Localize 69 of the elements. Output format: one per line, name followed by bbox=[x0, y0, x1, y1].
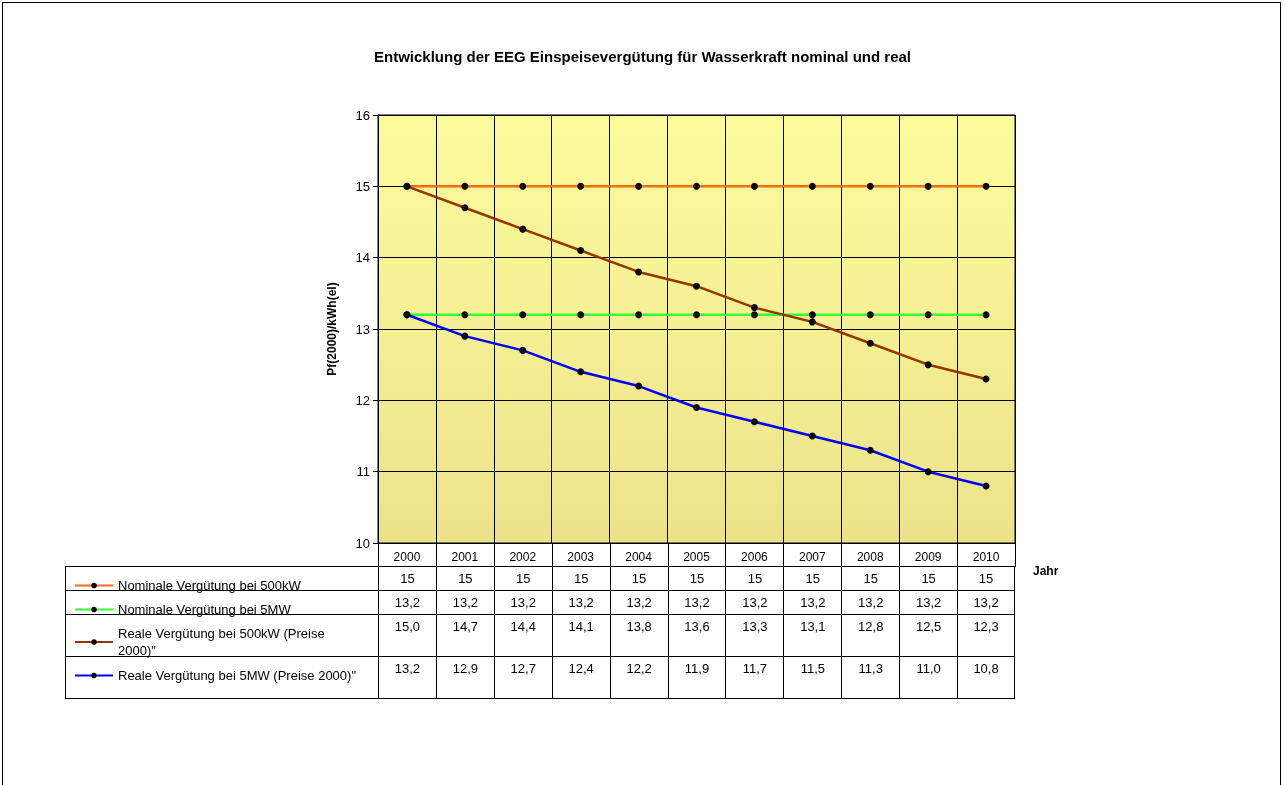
x-tick-label: 2008 bbox=[856, 550, 884, 564]
data-label: 13,2 bbox=[957, 591, 1015, 615]
data-label: 11,9 bbox=[667, 657, 726, 699]
chart-title: Entwicklung der EEG Einspeisevergütung für Wasserkraft nominal und real bbox=[373, 48, 912, 65]
legend-label: Nominale Vergütung bei 5MW bbox=[118, 602, 292, 617]
y-tick-label: 14 bbox=[355, 250, 370, 266]
data-label: 15 bbox=[609, 567, 668, 591]
y-tick-label: 11 bbox=[356, 464, 370, 480]
data-label: 13,2 bbox=[551, 591, 610, 615]
data-label: 15 bbox=[725, 567, 784, 591]
legend-label: Nominale Vergütung bei 500kW bbox=[118, 578, 302, 593]
x-tick-label: 2010 bbox=[972, 550, 1000, 564]
data-label: 12,2 bbox=[609, 657, 668, 699]
data-label: 15 bbox=[899, 567, 958, 591]
data-label: 15 bbox=[841, 567, 900, 591]
legend-label: Reale Vergütung bei 500kW (Preise 2000)" bbox=[118, 626, 329, 658]
data-label: 15 bbox=[783, 567, 842, 591]
y-tick-label: 16 bbox=[355, 107, 370, 123]
y-tick-label: 10 bbox=[355, 535, 370, 551]
data-label: 13,2 bbox=[378, 591, 436, 615]
y-axis-title: Pf(2000)/kWh(el) bbox=[325, 282, 339, 376]
data-label: 13,2 bbox=[725, 591, 784, 615]
data-label: 14,7 bbox=[435, 615, 494, 657]
data-label: 13,2 bbox=[667, 591, 726, 615]
data-label: 13,2 bbox=[435, 591, 494, 615]
x-tick-label: 2002 bbox=[509, 550, 537, 564]
x-tick-label: 2006 bbox=[741, 550, 769, 564]
y-tick-label: 12 bbox=[355, 392, 370, 408]
data-label: 13,2 bbox=[783, 591, 842, 615]
data-label: 13,2 bbox=[899, 591, 958, 615]
x-tick-label: 2000 bbox=[393, 550, 421, 564]
data-label: 11,5 bbox=[783, 657, 842, 699]
data-label: 15 bbox=[493, 567, 552, 591]
data-label: 12,9 bbox=[435, 657, 494, 699]
data-label: 12,7 bbox=[493, 657, 552, 699]
data-label: 15 bbox=[378, 567, 436, 591]
data-label: 10,8 bbox=[957, 657, 1015, 699]
data-label: 12,5 bbox=[899, 615, 958, 657]
data-label: 15 bbox=[667, 567, 726, 591]
data-label: 14,4 bbox=[493, 615, 552, 657]
data-label: 15 bbox=[551, 567, 610, 591]
data-label: 15,0 bbox=[378, 615, 436, 657]
legend-label: Reale Vergütung bei 5MW (Preise 2000)" bbox=[118, 668, 357, 683]
data-label: 13,6 bbox=[667, 615, 726, 657]
data-label: 15 bbox=[957, 567, 1015, 591]
data-label: 13,2 bbox=[378, 657, 436, 699]
data-label: 15 bbox=[435, 567, 494, 591]
data-label: 13,2 bbox=[609, 591, 668, 615]
data-label: 12,4 bbox=[551, 657, 610, 699]
data-label: 12,8 bbox=[841, 615, 900, 657]
data-label: 11,7 bbox=[725, 657, 784, 699]
y-tick-label: 15 bbox=[355, 178, 370, 194]
x-tick-label: 2007 bbox=[798, 550, 826, 564]
data-label: 13,8 bbox=[609, 615, 668, 657]
x-tick-label: 2005 bbox=[683, 550, 711, 564]
x-tick-label: 2001 bbox=[451, 550, 479, 564]
data-label: 12,3 bbox=[957, 615, 1015, 657]
x-tick-label: 2003 bbox=[567, 550, 595, 564]
data-label: 13,2 bbox=[841, 591, 900, 615]
x-tick-label: 2004 bbox=[625, 550, 653, 564]
y-tick-label: 13 bbox=[355, 321, 370, 337]
data-label: 13,1 bbox=[783, 615, 842, 657]
data-label: 11,0 bbox=[899, 657, 958, 699]
x-tick-label: 2009 bbox=[914, 550, 942, 564]
data-label: 11,3 bbox=[841, 657, 900, 699]
data-label: 13,2 bbox=[493, 591, 552, 615]
data-label: 13,3 bbox=[725, 615, 784, 657]
x-axis-title: Jahr bbox=[1033, 564, 1059, 578]
data-label: 14,1 bbox=[551, 615, 610, 657]
